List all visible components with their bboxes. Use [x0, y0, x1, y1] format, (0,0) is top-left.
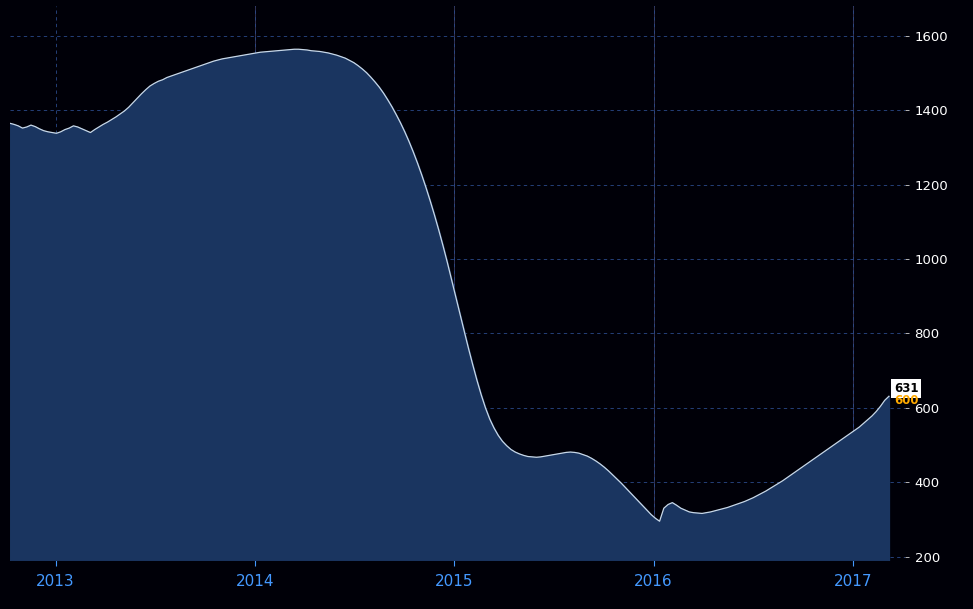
Text: 631: 631 — [894, 382, 919, 395]
Text: 600: 600 — [894, 395, 919, 407]
